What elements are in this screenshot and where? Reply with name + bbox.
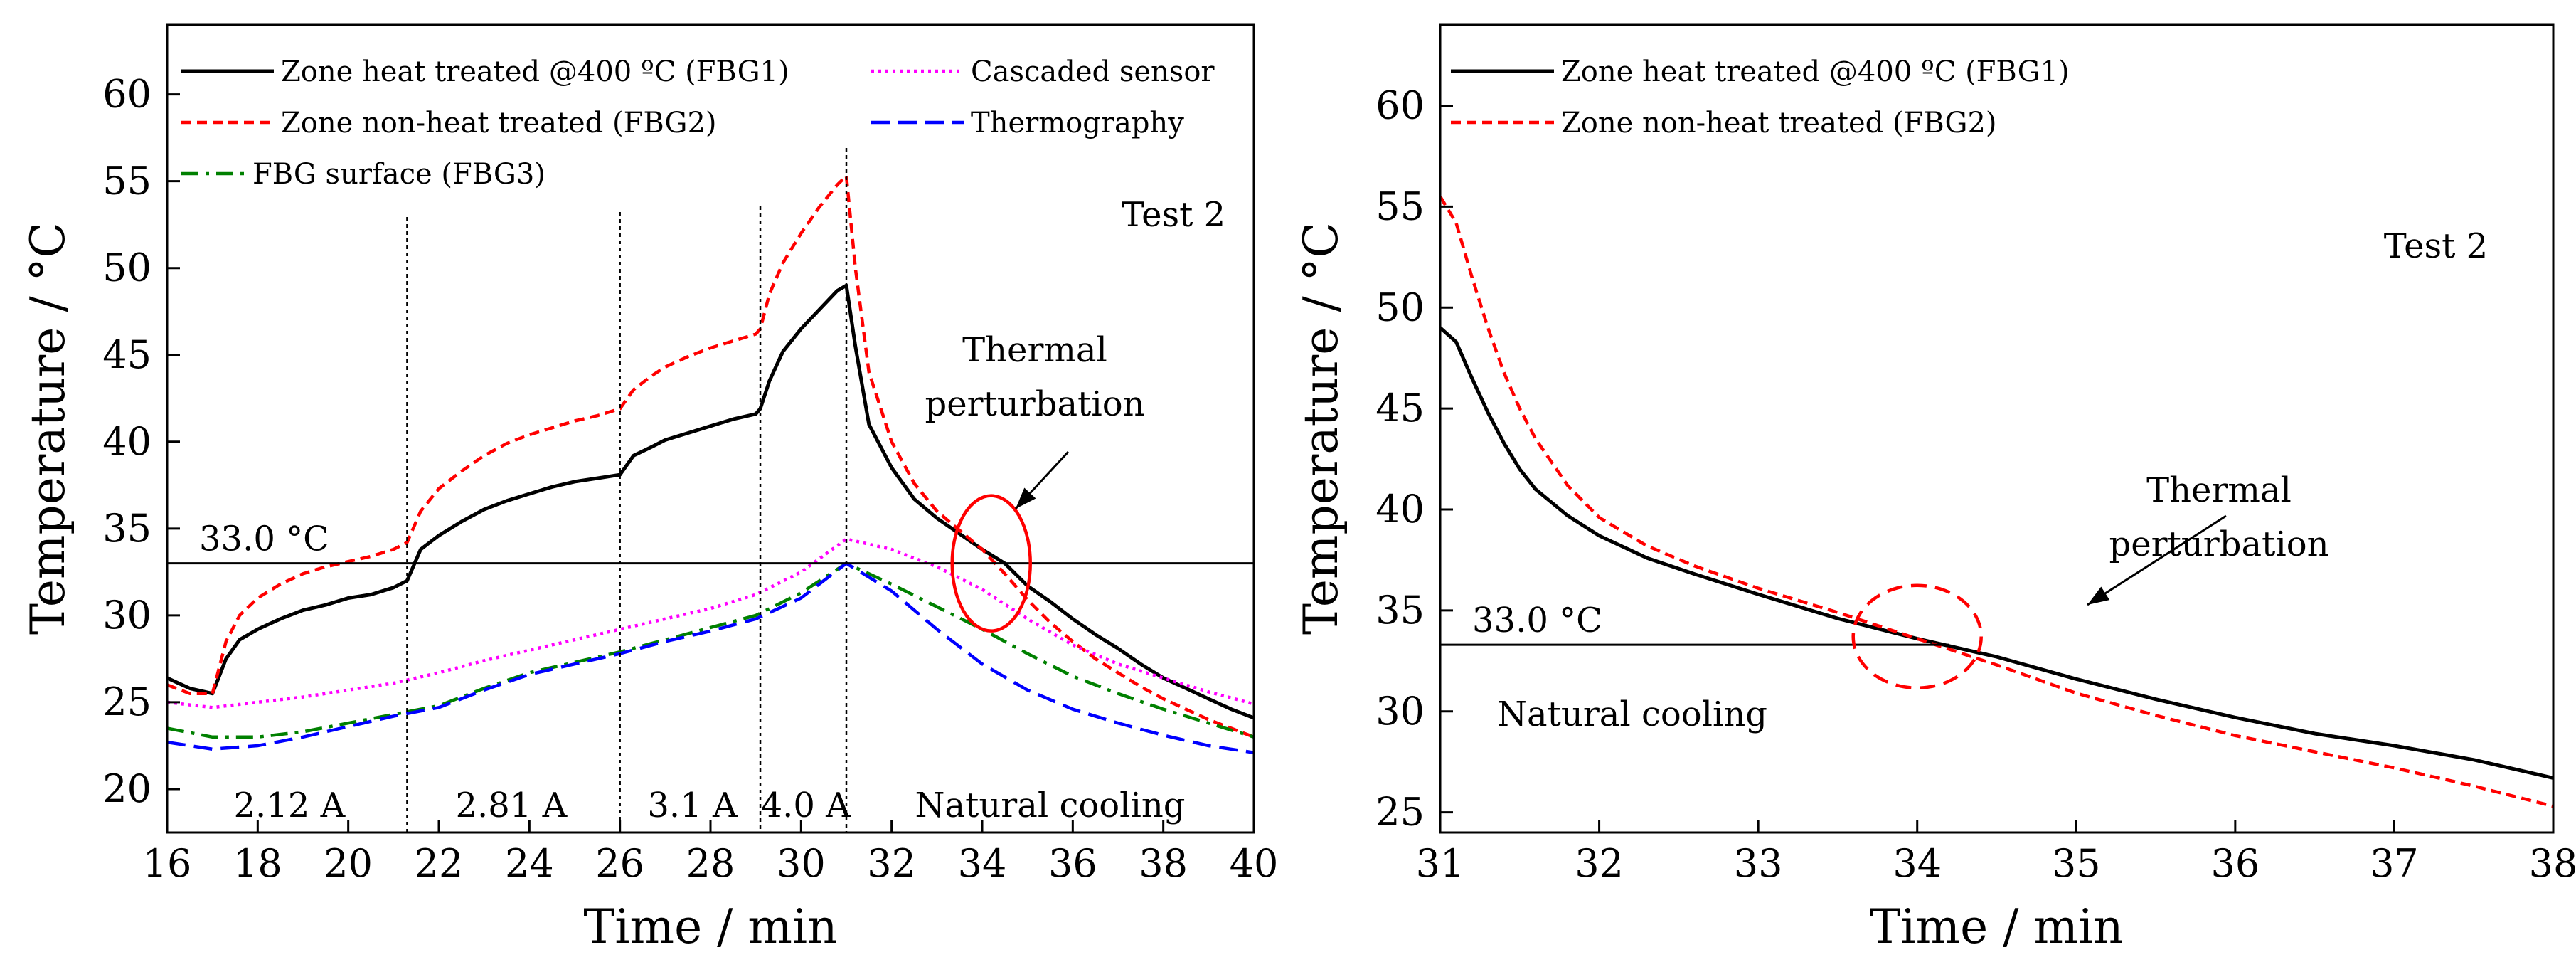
left-phase-label: 2.81 A [455, 786, 568, 825]
right-y-tick-label: 60 [1375, 83, 1425, 128]
right-perturbation-arrow-head [2087, 586, 2110, 605]
left-legend-label-5: Thermography [971, 107, 1184, 139]
left-phase-label: 4.0 A [761, 786, 852, 825]
left-x-tick-label: 24 [505, 841, 554, 886]
left-y-tick-label: 50 [102, 245, 151, 290]
left-chart: 33.0 °C 2.12 A 2.81 A 3.1 A 4.0 A Natural coo… [21, 23, 1278, 954]
right-x-tick-label: 37 [2370, 841, 2419, 886]
left-perturbation-arrow-head [1016, 487, 1036, 509]
right-x-tick-label: 36 [2210, 841, 2260, 886]
right-y-tick-label: 50 [1375, 285, 1425, 329]
left-series-1-line [166, 283, 1255, 720]
right-reference-label: 33.0 °C [1472, 601, 1602, 640]
left-x-tick-label: 34 [958, 841, 1007, 886]
left-x-tick-label: 40 [1230, 841, 1279, 886]
right-test-label: Test 2 [2384, 226, 2488, 266]
right-series-2-line [1439, 196, 2554, 808]
left-ticks: 16 18 20 22 24 26 28 30 32 34 36 38 40 20 25 30 35 40 45 50… [102, 72, 1278, 886]
right-legend-label-2: Zone non-heat treated (FBG2) [1561, 107, 1997, 139]
right-phase-label: Natural cooling [1497, 694, 1767, 734]
right-plot-frame [1439, 23, 2555, 834]
left-x-tick-label: 30 [777, 841, 826, 886]
left-series-5-line [166, 561, 1255, 754]
left-legend-label-4: Cascaded sensor [971, 56, 1215, 88]
left-series-2-line [166, 174, 1255, 739]
left-x-tick-label: 20 [324, 841, 373, 886]
left-phase-label: 2.12 A [234, 786, 346, 825]
left-overlays: 33.0 °C 2.12 A 2.81 A 3.1 A 4.0 A Natural coo… [167, 148, 1254, 833]
right-series-group [1439, 196, 2554, 808]
left-y-tick-label: 30 [102, 593, 151, 638]
left-x-tick-label: 26 [595, 841, 644, 886]
right-chart: 33.0 °C Natural cooling Test 2 Thermal pertu… [1294, 23, 2576, 954]
left-perturbation-label-line1: Thermal [962, 330, 1107, 370]
left-y-tick-label: 55 [102, 159, 151, 204]
right-perturbation-label-line2: perturbation [2109, 524, 2328, 564]
left-x-tick-label: 16 [143, 841, 192, 886]
left-perturbation-circle [950, 494, 1032, 633]
left-y-tick-label: 20 [102, 766, 151, 811]
left-phase-label: 3.1 A [647, 786, 738, 825]
left-legend-label-1: Zone heat treated @400 ºC (FBG1) [281, 56, 789, 88]
left-x-axis-title: Time / min [583, 899, 837, 954]
left-legend-label-3: FBG surface (FBG3) [252, 158, 545, 191]
left-phase-label: Natural cooling [915, 786, 1185, 825]
left-series-3-line [166, 561, 1255, 739]
right-perturbation-arrow [2087, 514, 2227, 606]
right-x-axis-title: Time / min [1869, 899, 2123, 954]
left-legend-label-2: Zone non-heat treated (FBG2) [281, 107, 717, 139]
left-x-tick-label: 32 [867, 841, 916, 886]
right-y-tick-label: 40 [1375, 487, 1425, 532]
right-y-tick-label: 35 [1375, 588, 1425, 633]
left-y-tick-label: 35 [102, 506, 151, 551]
left-x-tick-label: 38 [1139, 841, 1188, 886]
right-x-tick-label: 35 [2052, 841, 2101, 886]
right-x-tick-label: 32 [1575, 841, 1624, 886]
right-ticks: 31 32 33 34 35 36 37 38 25 30 35 40 45 50 55 60 [1375, 83, 2576, 887]
left-reference-label: 33.0 °C [199, 519, 329, 559]
left-legend: Zone heat treated @400 ºC (FBG1) Zone non… [181, 56, 1215, 191]
right-y-tick-label: 55 [1375, 184, 1425, 228]
right-perturbation-label-line1: Thermal [2146, 470, 2292, 510]
left-y-tick-label: 40 [102, 419, 151, 464]
left-y-tick-label: 45 [102, 332, 151, 377]
right-x-tick-label: 33 [1734, 841, 1783, 886]
left-x-tick-label: 28 [686, 841, 735, 886]
left-y-tick-label: 60 [102, 72, 151, 117]
left-x-tick-label: 18 [233, 841, 282, 886]
right-y-tick-label: 30 [1375, 689, 1425, 734]
left-y-axis-title: Temperature / °C [21, 222, 75, 635]
right-x-tick-label: 38 [2529, 841, 2576, 886]
right-x-tick-label: 34 [1893, 841, 1942, 886]
right-y-tick-label: 45 [1375, 386, 1425, 430]
left-series-group [166, 174, 1255, 754]
left-y-tick-label: 25 [102, 680, 151, 724]
right-legend: Zone heat treated @400 ºC (FBG1) Zone non… [1451, 56, 2070, 139]
left-x-tick-label: 22 [415, 841, 464, 886]
right-x-tick-label: 31 [1416, 841, 1465, 886]
right-y-axis-title: Temperature / °C [1294, 222, 1348, 635]
right-y-tick-label: 25 [1375, 790, 1425, 835]
right-series-1-line [1439, 326, 2554, 780]
left-x-tick-label: 36 [1048, 841, 1097, 886]
left-perturbation-label-line2: perturbation [925, 384, 1144, 424]
left-test-label: Test 2 [1122, 195, 1225, 235]
right-overlays: 33.0 °C Natural cooling Test 2 Thermal pertu… [1440, 226, 2488, 734]
right-legend-label-1: Zone heat treated @400 ºC (FBG1) [1561, 56, 2070, 88]
right-perturbation-circle [1851, 583, 1983, 690]
